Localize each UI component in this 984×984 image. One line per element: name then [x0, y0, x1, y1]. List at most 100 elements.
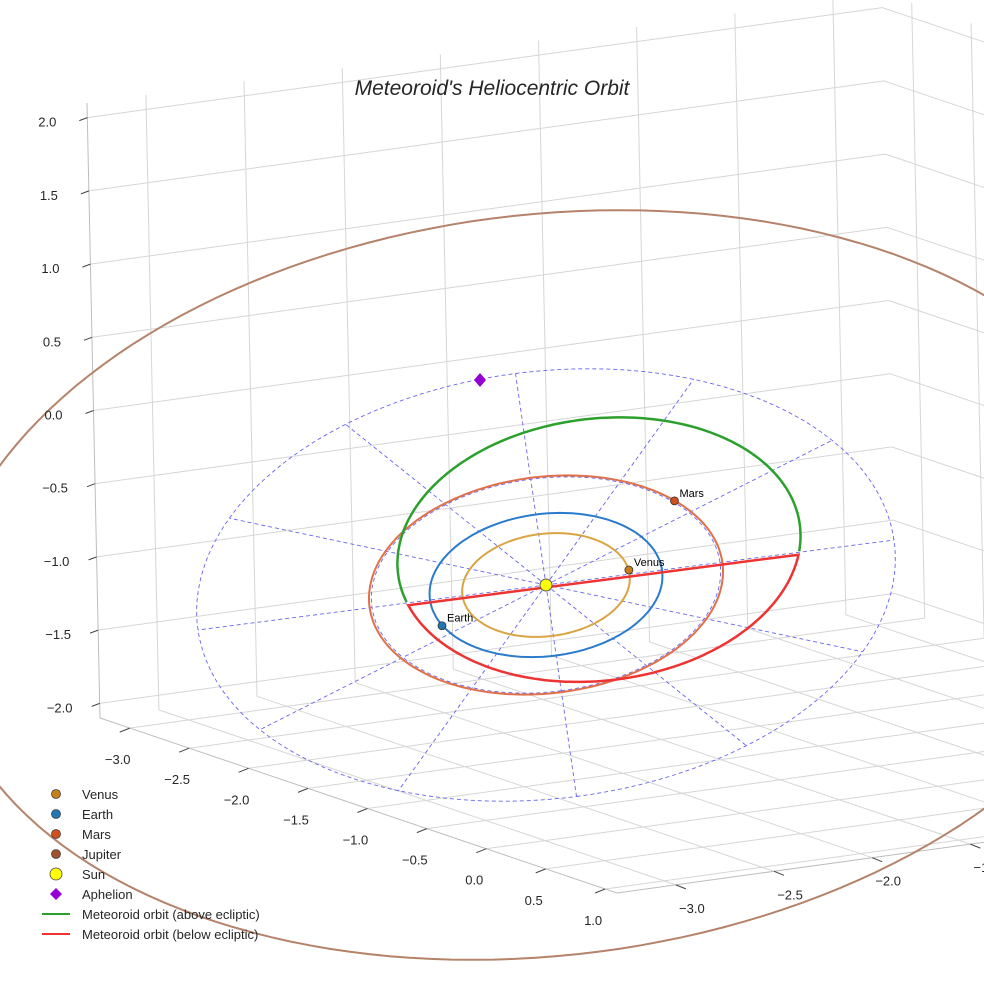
gridline-x-floor	[189, 637, 984, 749]
legend-marker	[51, 789, 61, 799]
legend-label: Meteoroid orbit (above ecliptic)	[82, 907, 260, 922]
legend-item: Sun	[49, 867, 105, 882]
marker-venus	[624, 565, 634, 575]
label-earth: Earth	[447, 613, 473, 625]
tick-mark-x	[297, 787, 309, 793]
reference-spoke	[545, 539, 895, 586]
tick-label-y: −2.5	[777, 887, 803, 902]
gridline-y-floor	[453, 668, 971, 845]
gridline-z	[91, 226, 984, 338]
legend: Venus Earth Mars Jupiter Sun Aphelion Meteoroi…	[42, 787, 260, 942]
gridline-y-floor	[158, 709, 677, 886]
tick-mark-y	[675, 884, 687, 890]
gridline-x-floor	[367, 722, 984, 809]
tick-mark-x	[535, 868, 546, 874]
legend-item: Aphelion	[50, 887, 133, 902]
label-mars: Mars	[679, 488, 704, 500]
gridline-x-floor	[605, 836, 984, 890]
gridline-z	[98, 519, 984, 631]
tick-mark-x	[357, 808, 368, 813]
orbit-mars	[368, 474, 724, 696]
legend-item: Meteoroid orbit (below ecliptic)	[42, 927, 258, 942]
legend-item: Mars	[51, 827, 111, 842]
reference-spoke	[259, 584, 547, 731]
tick-mark-x	[238, 767, 249, 773]
tick-label-z: 2.0	[38, 115, 56, 130]
tick-label-z: 1.0	[41, 261, 59, 276]
back-pane-xz	[882, 0, 984, 639]
reference-spoke	[545, 379, 694, 586]
gridline-y-floor	[747, 627, 984, 709]
gridline-x-floor	[545, 807, 984, 870]
reference-spoke	[345, 423, 547, 586]
label-venus: Venus	[634, 557, 665, 569]
legend-item: Jupiter	[51, 847, 122, 862]
tick-label-x: −0.5	[402, 853, 428, 868]
tick-mark-y	[773, 870, 785, 876]
gridline-z	[99, 592, 984, 704]
tick-label-z: −2.0	[47, 700, 73, 715]
orbit-jupiter	[0, 209, 984, 961]
legend-marker	[51, 809, 61, 819]
tick-mark-x	[476, 848, 487, 854]
legend-label: Earth	[82, 807, 113, 822]
tick-label-x: −1.0	[343, 833, 369, 848]
gridline-z	[88, 80, 984, 192]
tick-label-z: 1.5	[40, 188, 58, 203]
tick-label-x: −2.5	[164, 772, 190, 787]
gridline-y-floor	[355, 682, 873, 859]
reference-spoke	[545, 584, 747, 747]
gridline-y-floor	[649, 641, 984, 756]
gridline-z	[94, 373, 984, 485]
tick-mark-z	[86, 483, 96, 488]
legend-label: Jupiter	[82, 847, 122, 862]
gridline-y-floor	[845, 614, 984, 663]
legend-label: Meteoroid orbit (below ecliptic)	[82, 927, 258, 942]
legend-label: Venus	[82, 787, 119, 802]
legend-item: Earth	[51, 807, 113, 822]
tick-mark-z	[82, 263, 91, 268]
axis-panes	[87, 0, 984, 718]
gridline-x-floor	[307, 694, 984, 789]
planet-orbits	[0, 209, 984, 961]
tick-mark-z	[80, 190, 90, 195]
tick-mark-z	[79, 117, 88, 122]
y-axis-line	[616, 841, 984, 894]
sun-marker	[539, 578, 553, 592]
reference-spoke	[398, 584, 547, 791]
tick-labels: −3.0 −2.5 −2.0 −1.5 −1.0 −0.5 0.0 0.5 1.0 −3.0 −2.…	[38, 115, 984, 928]
reference-spoke	[545, 439, 833, 586]
legend-label: Sun	[82, 867, 105, 882]
tick-label-z: 0.5	[43, 334, 61, 349]
tick-label-z: −1.0	[44, 554, 70, 569]
tick-label-x: 0.5	[525, 893, 543, 908]
tick-label-y: −3.0	[679, 901, 705, 916]
tick-label-x: 0.0	[465, 873, 483, 888]
tick-mark-y	[872, 857, 883, 863]
gridline-x-floor	[426, 750, 984, 830]
gridline-z	[93, 299, 984, 411]
orbit-venus	[461, 532, 631, 638]
reference-spoke	[545, 584, 577, 797]
aphelion-marker	[474, 373, 486, 387]
tick-mark-z	[83, 336, 93, 341]
tick-label-z: 0.0	[44, 408, 62, 423]
orbit-earth	[428, 511, 664, 659]
gridline-z	[96, 446, 984, 558]
meteoroid-orbit-below	[406, 553, 801, 684]
reference-spoke	[545, 584, 863, 653]
tick-mark-z	[88, 556, 97, 561]
reference-grid	[196, 368, 896, 802]
axis-gridlines	[87, 0, 984, 890]
reference-spoke	[515, 373, 547, 586]
tick-mark-y	[970, 843, 981, 849]
tick-mark-z	[85, 410, 94, 414]
gridline-x-floor	[129, 617, 925, 729]
legend-marker	[50, 888, 62, 900]
chart-title: Meteoroid's Heliocentric Orbit	[355, 77, 631, 100]
tick-label-z: −0.5	[42, 481, 68, 496]
tick-label-x: −2.0	[224, 792, 250, 807]
gridline-x-floor	[248, 666, 984, 769]
tick-mark-x	[594, 888, 606, 894]
